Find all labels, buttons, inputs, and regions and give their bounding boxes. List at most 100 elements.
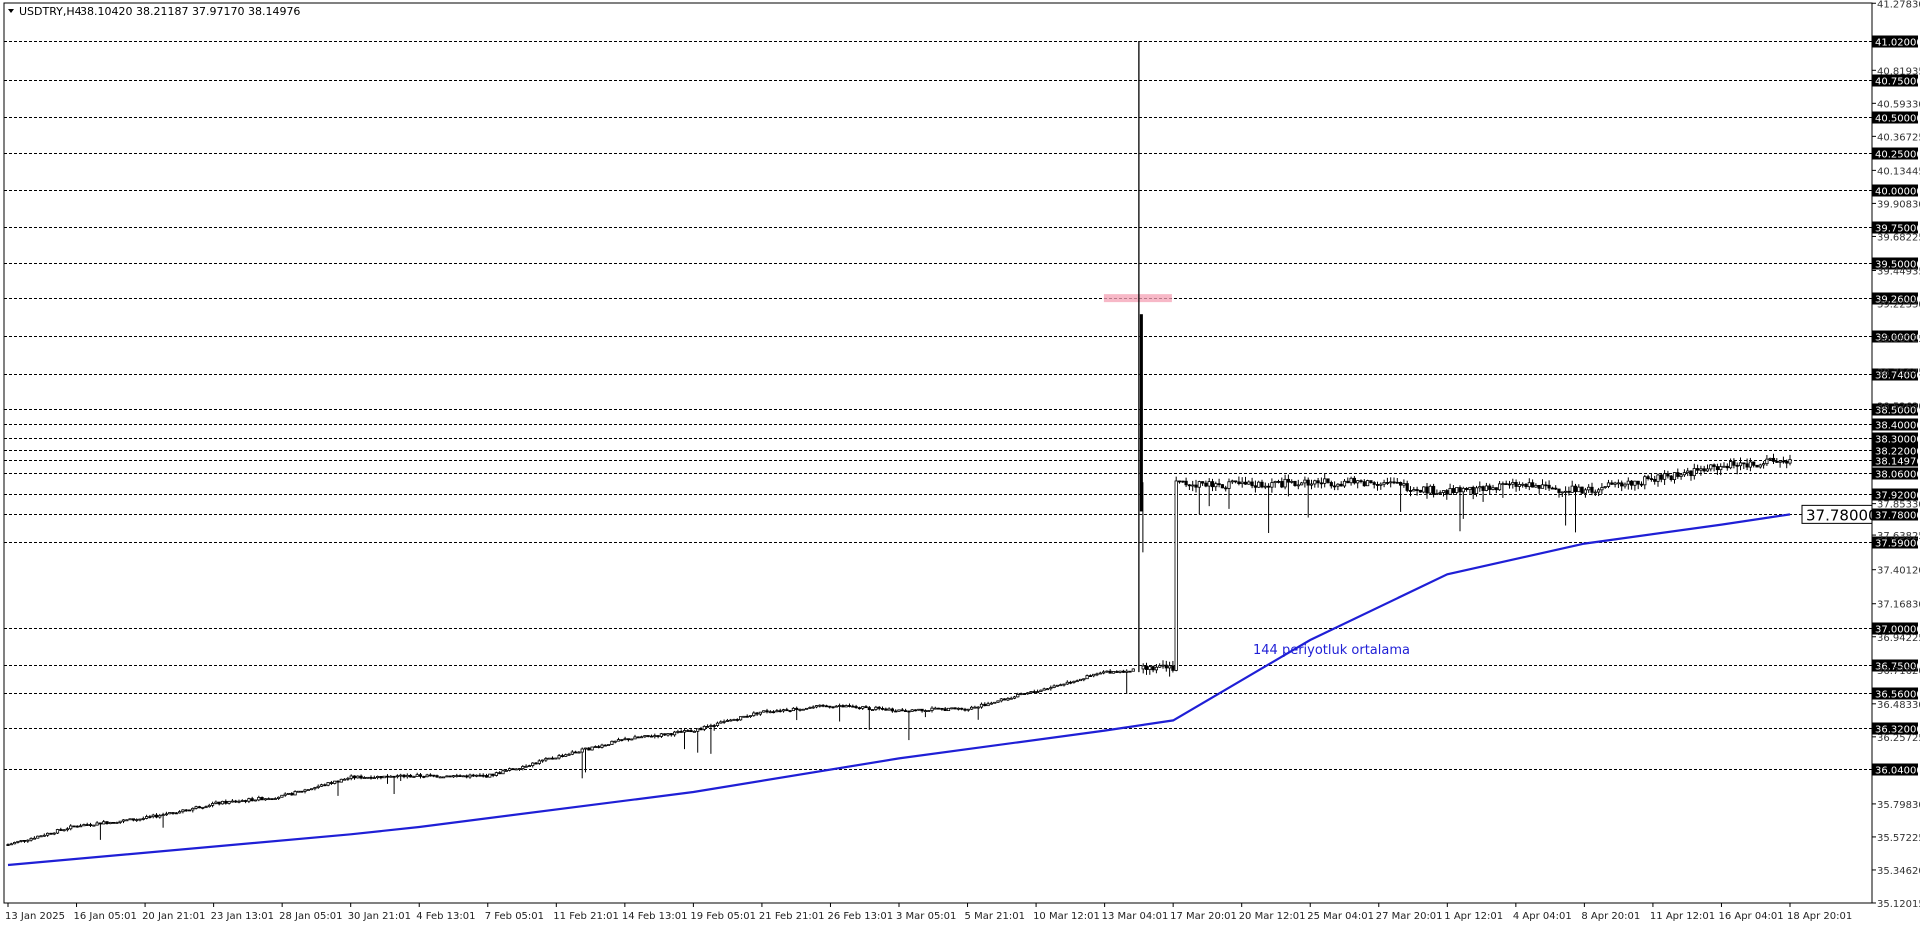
candle[interactable] [69,824,73,831]
candle[interactable] [1102,670,1106,675]
candle[interactable] [1263,482,1267,490]
candle[interactable] [1550,486,1554,490]
candle[interactable] [12,841,17,845]
candle[interactable] [1425,483,1429,499]
candle[interactable] [352,775,357,780]
candle[interactable] [979,702,984,709]
candle[interactable] [950,707,954,710]
candle[interactable] [177,810,182,814]
candle[interactable] [587,747,591,751]
candle[interactable] [1781,456,1785,464]
candle[interactable] [871,709,875,711]
candle[interactable] [785,707,789,712]
candle[interactable] [237,799,241,804]
candle[interactable] [847,703,852,708]
candle[interactable] [1564,486,1568,526]
candle[interactable] [791,707,796,712]
candle[interactable] [1257,480,1261,488]
candle[interactable] [1105,670,1109,673]
candle[interactable] [1207,478,1211,507]
candle[interactable] [306,789,310,791]
candle[interactable] [257,795,261,802]
candle[interactable] [801,708,805,711]
candle[interactable] [425,773,429,778]
candle[interactable] [1669,475,1673,482]
candle[interactable] [762,710,766,713]
candle[interactable] [1174,476,1178,672]
candle[interactable] [36,835,40,839]
candle[interactable] [438,776,442,779]
candle[interactable] [653,733,657,739]
candle[interactable] [1656,473,1660,487]
candle[interactable] [1055,684,1059,687]
candle[interactable] [603,744,607,747]
candle[interactable] [1379,482,1383,490]
candle[interactable] [1392,477,1396,485]
candle[interactable] [531,762,535,768]
candle[interactable] [722,719,726,724]
candle[interactable] [1253,480,1257,493]
candle[interactable] [1036,689,1040,694]
candle[interactable] [6,843,10,846]
candle[interactable] [1432,483,1436,498]
candle[interactable] [507,767,512,772]
candle[interactable] [745,714,749,718]
candle[interactable] [428,773,433,777]
candle[interactable] [1319,477,1323,489]
candle[interactable] [474,774,479,778]
candle[interactable] [946,707,951,712]
candle[interactable] [607,744,611,746]
candle[interactable] [1507,480,1512,489]
candle[interactable] [702,725,706,732]
candle[interactable] [342,778,347,781]
candle[interactable] [1415,486,1419,496]
candle[interactable] [659,732,664,738]
candle[interactable] [729,718,733,722]
candle[interactable] [583,747,588,773]
candle[interactable] [1438,490,1442,494]
candle[interactable] [692,730,697,733]
candle[interactable] [1389,477,1393,488]
candle[interactable] [1613,481,1617,488]
candle[interactable] [26,839,30,843]
candle[interactable] [418,773,423,779]
candle[interactable] [118,820,122,825]
candle[interactable] [1511,478,1515,489]
candle[interactable] [451,774,456,778]
candle[interactable] [805,707,809,710]
candle[interactable] [1785,459,1789,469]
candle[interactable] [1682,469,1686,477]
candle[interactable] [828,705,832,709]
candle[interactable] [1762,461,1766,469]
candle[interactable] [1712,463,1716,472]
candle[interactable] [1042,687,1046,691]
candle[interactable] [313,786,317,791]
candle[interactable] [1659,473,1663,483]
candle[interactable] [128,818,132,821]
candle[interactable] [1504,480,1508,486]
candle[interactable] [88,822,93,828]
candle[interactable] [52,832,56,836]
candle[interactable] [646,735,650,738]
candle[interactable] [567,752,571,756]
candle[interactable] [141,816,145,821]
candle[interactable] [1039,689,1043,692]
candle[interactable] [986,701,990,707]
candle[interactable] [168,812,172,815]
candle[interactable] [679,729,683,733]
candle[interactable] [1606,479,1611,489]
candle[interactable] [1250,477,1254,489]
candle[interactable] [1366,479,1370,487]
candle[interactable] [1369,480,1373,484]
candle[interactable] [1610,480,1614,485]
candle[interactable] [296,790,301,793]
candle[interactable] [1540,479,1545,489]
candle[interactable] [481,773,485,778]
candle[interactable] [59,827,63,832]
candle[interactable] [399,773,403,781]
candle[interactable] [382,775,386,779]
candle[interactable] [144,814,149,820]
candle[interactable] [62,829,66,832]
candle[interactable] [1517,481,1521,491]
